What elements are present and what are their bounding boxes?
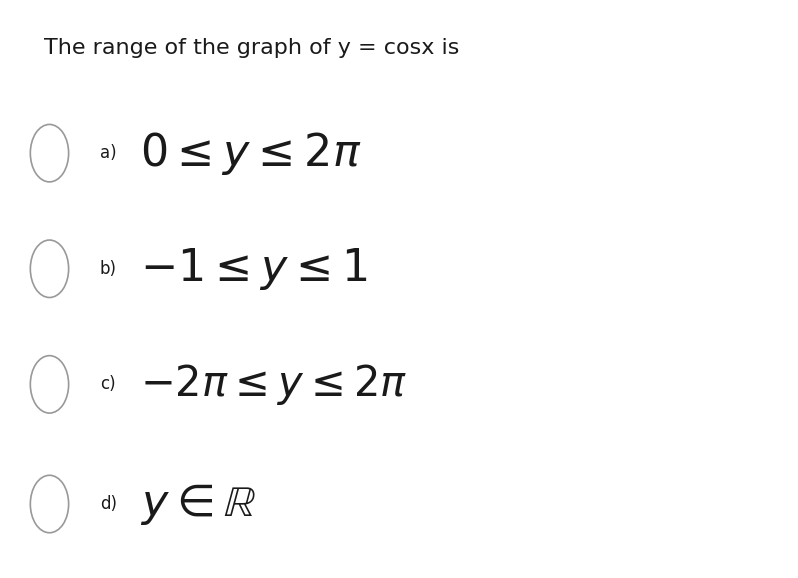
Text: $-2\pi \leq y \leq 2\pi$: $-2\pi \leq y \leq 2\pi$ bbox=[140, 362, 407, 407]
Text: $y \in \mathbb{R}$: $y \in \mathbb{R}$ bbox=[140, 481, 255, 527]
Text: $0 \leq y \leq 2\pi$: $0 \leq y \leq 2\pi$ bbox=[140, 129, 361, 177]
Text: $-1 \leq y \leq 1$: $-1 \leq y \leq 1$ bbox=[140, 246, 367, 292]
Text: The range of the graph of y = cosx is: The range of the graph of y = cosx is bbox=[44, 38, 460, 58]
Text: c): c) bbox=[100, 375, 116, 394]
Text: a): a) bbox=[100, 144, 117, 162]
Text: b): b) bbox=[100, 260, 117, 278]
Text: d): d) bbox=[100, 495, 117, 513]
